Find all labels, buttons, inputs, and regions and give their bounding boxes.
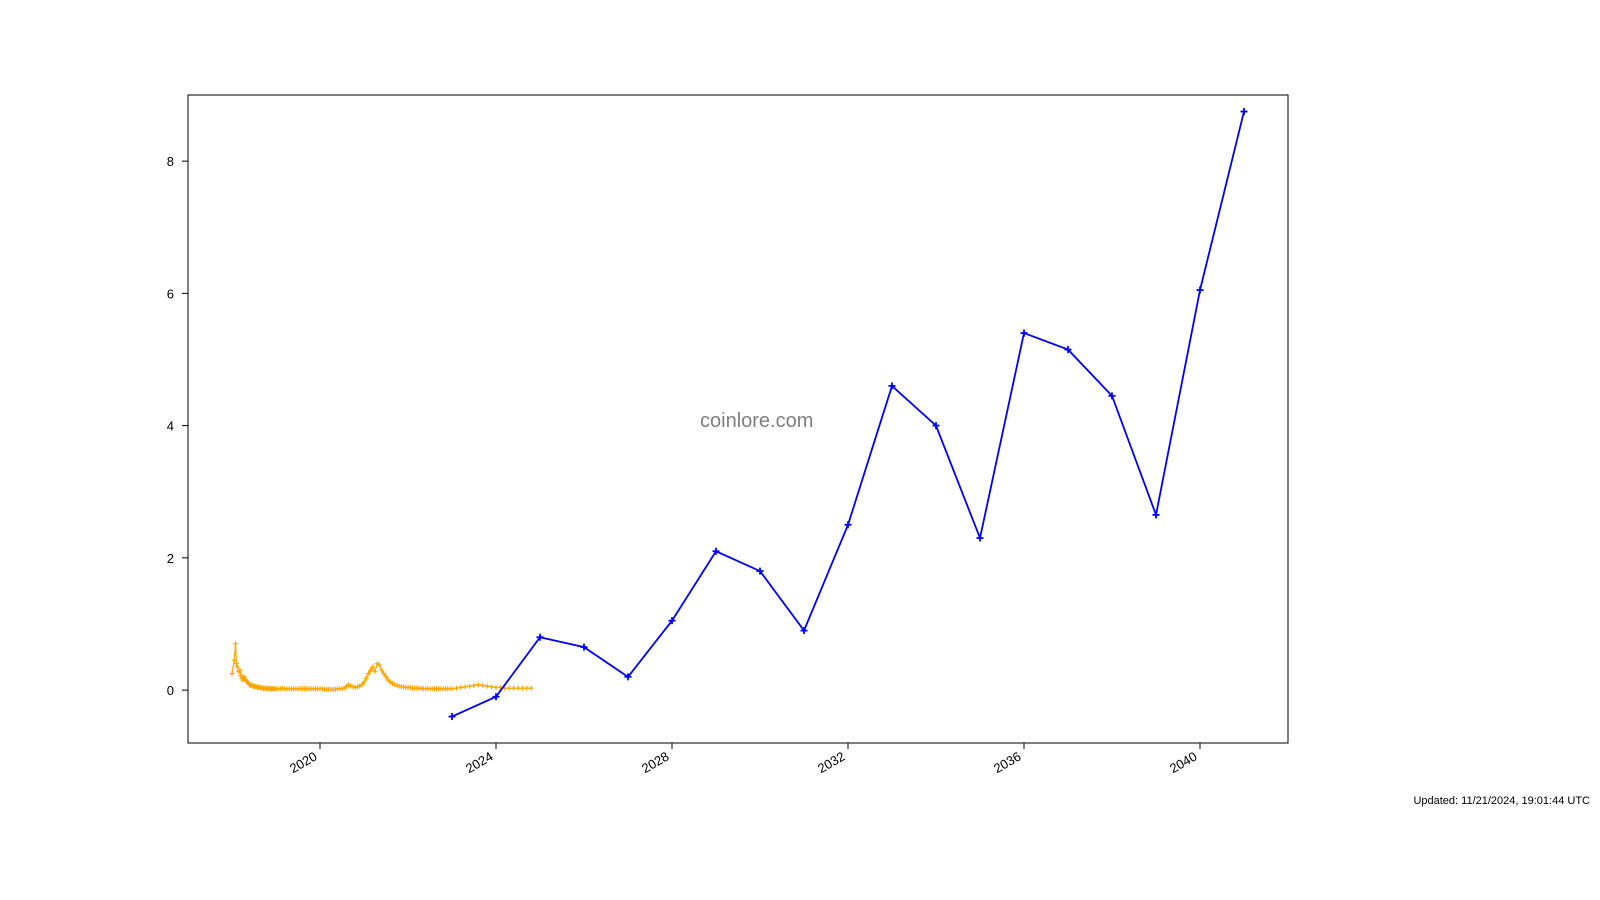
- watermark-text: coinlore.com: [700, 410, 813, 433]
- svg-text:8: 8: [167, 154, 174, 169]
- svg-text:0: 0: [167, 683, 174, 698]
- svg-text:2032: 2032: [815, 749, 848, 776]
- svg-text:2036: 2036: [991, 749, 1024, 776]
- svg-text:4: 4: [167, 419, 174, 434]
- svg-text:2: 2: [167, 551, 174, 566]
- svg-text:2040: 2040: [1167, 749, 1200, 776]
- svg-text:2028: 2028: [639, 749, 672, 776]
- svg-text:2020: 2020: [287, 749, 320, 776]
- svg-text:2024: 2024: [463, 749, 496, 776]
- updated-timestamp: Updated: 11/21/2024, 19:01:44 UTC: [1413, 795, 1590, 807]
- price-chart: 0 2 4 6 8 2020 2024 2028 2032 2036 2040: [0, 0, 1600, 900]
- svg-text:6: 6: [167, 286, 174, 301]
